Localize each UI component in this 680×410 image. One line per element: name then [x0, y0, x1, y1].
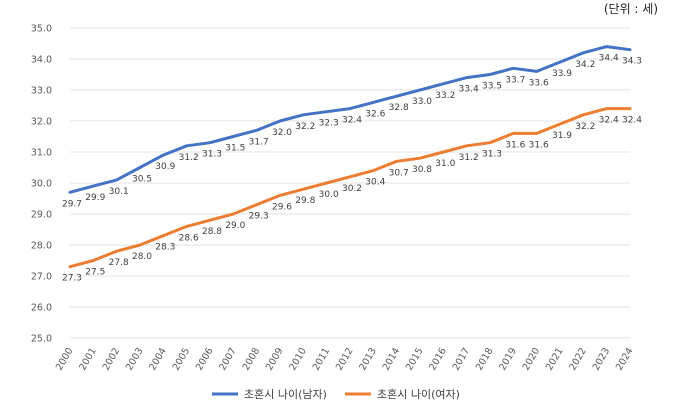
data-label: 33.2: [435, 91, 455, 101]
x-tick-label: 2002: [101, 346, 123, 372]
data-label: 31.2: [459, 153, 479, 163]
data-label: 33.4: [459, 85, 479, 95]
legend-label: 초혼시 나이(남자): [244, 388, 327, 401]
y-tick-label: 26.0: [31, 303, 52, 314]
data-label: 27.5: [85, 268, 105, 278]
data-label: 30.0: [319, 190, 339, 200]
x-tick-label: 2000: [54, 346, 76, 372]
data-label: 32.2: [575, 122, 595, 132]
data-label: 32.4: [622, 116, 642, 126]
data-label: 30.8: [412, 165, 432, 175]
x-tick-label: 2013: [357, 346, 379, 372]
x-tick-label: 2021: [544, 346, 566, 372]
data-label: 31.6: [505, 140, 525, 150]
y-tick-label: 32.0: [31, 117, 52, 128]
x-tick-label: 2022: [567, 346, 589, 372]
x-tick-label: 2015: [404, 346, 426, 372]
series-line: [68, 45, 632, 194]
data-label: 31.9: [552, 131, 572, 141]
data-label: 33.6: [529, 78, 549, 88]
data-label: 29.8: [295, 196, 315, 206]
x-tick-label: 2020: [521, 346, 543, 372]
data-label: 31.6: [529, 140, 549, 150]
x-axis: 2000 2001 2002 2003 2004 2005 2006 2007 2008 2009…: [54, 346, 636, 372]
data-label: 29.3: [249, 212, 269, 222]
data-label: 33.7: [505, 75, 525, 85]
data-label: 27.8: [109, 258, 129, 268]
series-line: [68, 107, 632, 269]
data-label: 29.7: [62, 199, 82, 209]
y-tick-label: 29.0: [31, 210, 52, 221]
y-axis: 25.0 26.0 27.0 28.0 29.0 30.0 31.0 32.0 33.0 34.0…: [31, 24, 52, 345]
data-label: 29.0: [225, 221, 245, 231]
data-label: 28.8: [202, 227, 222, 237]
data-label: 31.3: [202, 150, 222, 160]
data-label: 31.3: [482, 150, 502, 160]
data-label: 30.5: [132, 175, 152, 185]
x-tick-label: 2003: [124, 346, 146, 372]
series-male: 29.729.930.130.530.931.2 31.331.531.732.0…: [62, 45, 642, 209]
data-label: 28.3: [155, 243, 175, 253]
data-label: 32.0: [272, 128, 292, 138]
data-label: 34.4: [599, 54, 619, 64]
data-label: 30.9: [155, 162, 175, 172]
data-label: 28.6: [179, 233, 199, 243]
data-label: 32.4: [599, 116, 619, 126]
data-label: 32.8: [389, 103, 409, 113]
x-tick-label: 2023: [591, 346, 613, 372]
x-tick-label: 2016: [427, 346, 449, 372]
data-label: 31.0: [435, 159, 455, 169]
x-tick-label: 2011: [311, 346, 333, 372]
series-female: 27.327.5 27.828.028.3 28.628.829.0 29.329.6…: [62, 107, 642, 284]
data-label: 31.5: [225, 144, 245, 154]
data-label: 29.6: [272, 202, 292, 212]
unit-label: (단위 : 세): [603, 2, 658, 16]
y-tick-label: 27.0: [31, 272, 52, 283]
data-label: 29.9: [85, 193, 105, 203]
data-label: 32.3: [319, 119, 339, 129]
x-tick-label: 2009: [264, 346, 286, 372]
data-label: 32.6: [365, 109, 385, 119]
data-label: 33.0: [412, 97, 432, 107]
x-tick-label: 2007: [217, 346, 239, 372]
y-tick-label: 28.0: [31, 241, 52, 252]
y-tick-label: 31.0: [31, 148, 52, 159]
x-tick-label: 2004: [147, 346, 169, 372]
data-label: 33.5: [482, 82, 502, 92]
x-tick-label: 2010: [287, 346, 309, 372]
y-tick-label: 33.0: [31, 86, 52, 97]
gridlines: [70, 27, 630, 339]
data-label: 30.2: [342, 184, 362, 194]
x-tick-label: 2019: [497, 346, 519, 372]
data-label: 31.7: [249, 137, 269, 147]
data-label: 34.3: [622, 57, 642, 67]
data-label: 30.4: [365, 178, 385, 188]
data-label: 31.2: [179, 153, 199, 163]
x-tick-label: 2005: [171, 346, 193, 372]
legend: 초혼시 나이(남자) 초혼시 나이(여자): [212, 388, 460, 401]
x-tick-label: 2024: [614, 346, 636, 372]
legend-label: 초혼시 나이(여자): [377, 388, 460, 401]
x-tick-label: 2001: [77, 346, 99, 372]
x-tick-label: 2008: [241, 346, 263, 372]
y-tick-label: 34.0: [31, 55, 52, 66]
x-tick-label: 2017: [451, 346, 473, 372]
x-tick-label: 2006: [194, 346, 216, 372]
data-label: 32.4: [342, 116, 362, 126]
data-label: 32.2: [295, 122, 315, 132]
y-tick-label: 25.0: [31, 334, 52, 345]
x-tick-label: 2018: [474, 346, 496, 372]
y-tick-label: 30.0: [31, 179, 52, 190]
x-tick-label: 2012: [334, 346, 356, 372]
data-label: 30.1: [109, 187, 129, 197]
x-tick-label: 2014: [381, 346, 403, 372]
data-label: 27.3: [62, 274, 82, 284]
data-label: 30.7: [389, 168, 409, 178]
data-label: 33.9: [552, 69, 572, 79]
y-tick-label: 35.0: [31, 24, 52, 35]
data-label: 34.2: [575, 60, 595, 70]
data-label: 28.0: [132, 252, 152, 262]
